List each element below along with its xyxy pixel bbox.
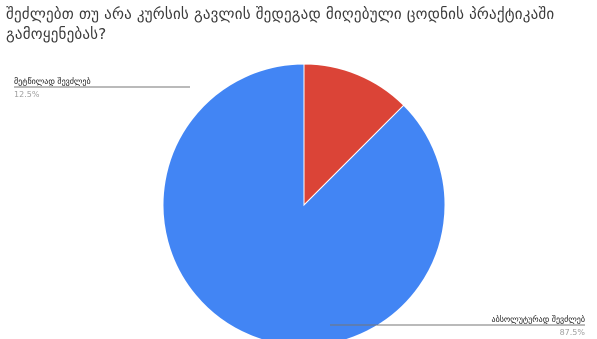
slice-label-1: აბსოლუტურად შევძლებ — [492, 314, 586, 324]
pie-slice-0 — [303, 63, 405, 207]
pie-slices — [162, 63, 446, 339]
pie-slice-1 — [162, 63, 446, 339]
chart-title: შეძლებთ თუ არა კურსის გავლის შედეგად მიღ… — [6, 5, 555, 43]
pie-labels: მეტწილად შევძლებ 12.5% აბსოლუტურად შევძლებ… — [14, 76, 585, 337]
slice-percent-0: 12.5% — [14, 90, 40, 99]
slice-label-0: მეტწილად შევძლებ — [14, 76, 91, 86]
slice-percent-1: 87.5% — [560, 328, 586, 337]
